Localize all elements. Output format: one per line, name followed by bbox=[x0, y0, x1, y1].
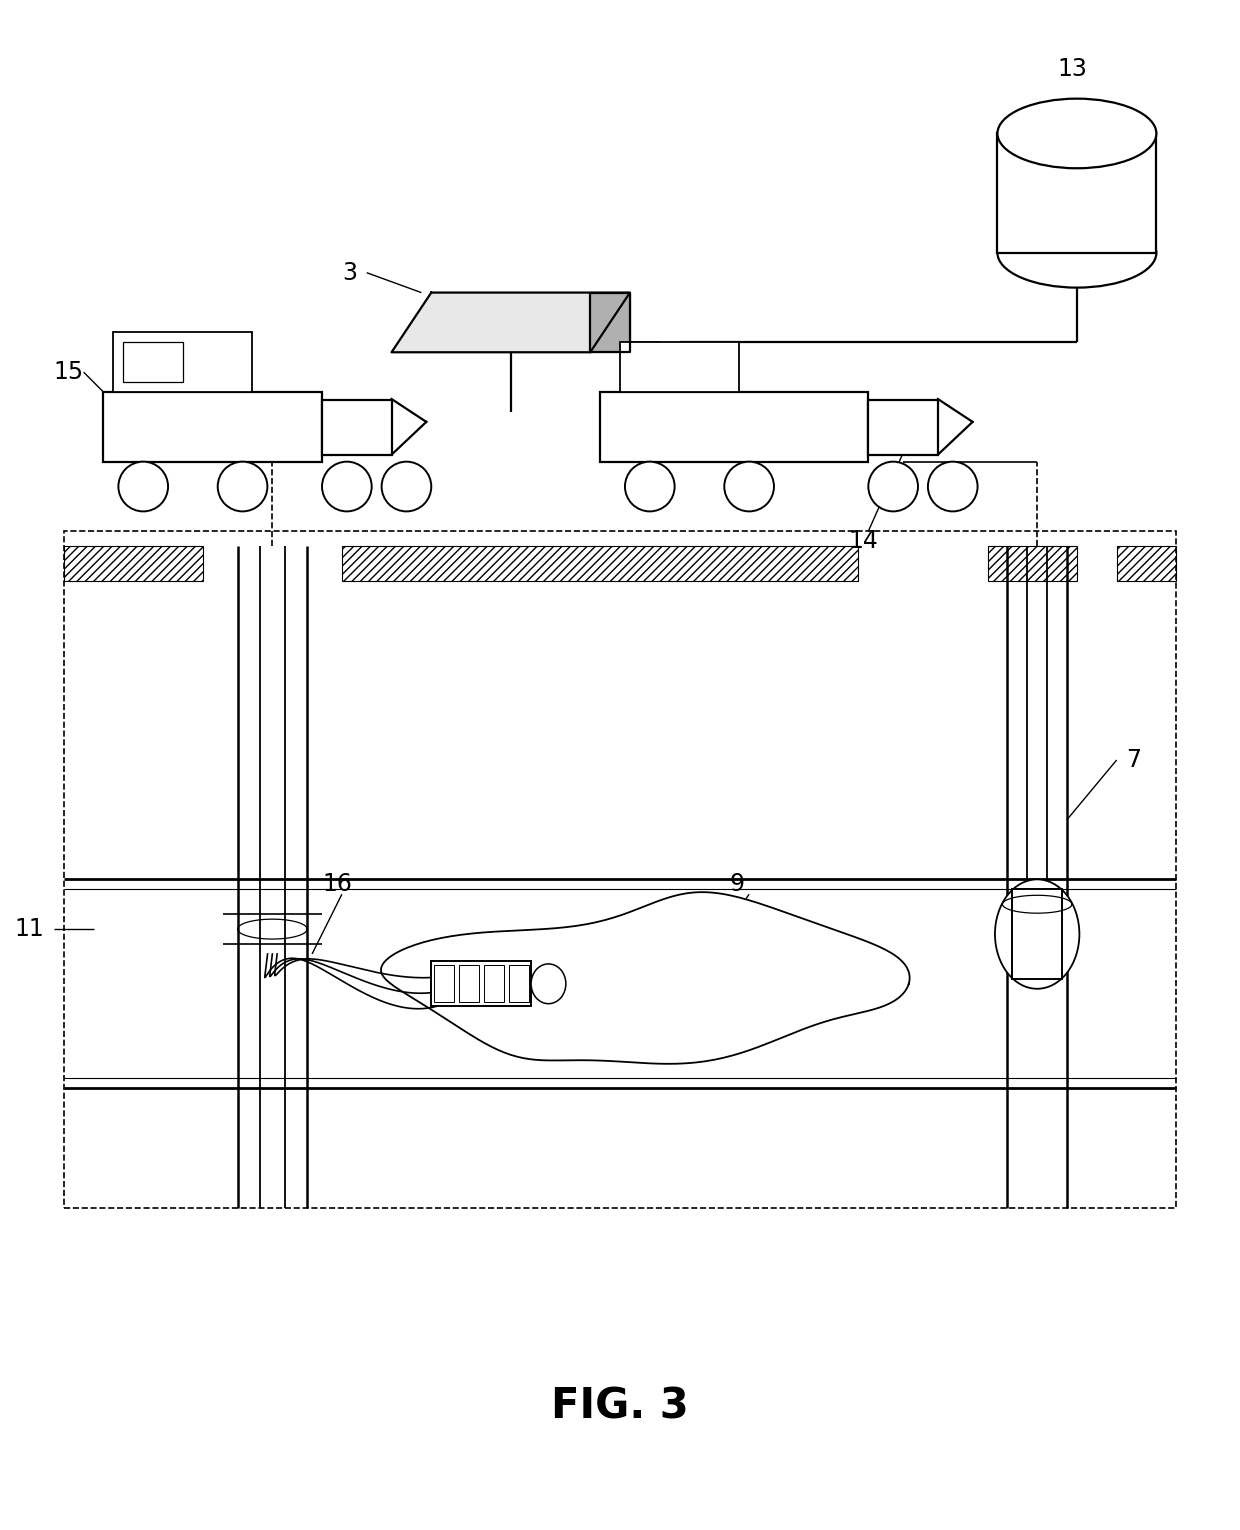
Bar bbox=[868, 399, 937, 454]
Bar bbox=[63, 531, 1177, 1207]
Bar bbox=[103, 392, 322, 462]
Text: 16: 16 bbox=[322, 872, 352, 897]
Bar bbox=[987, 546, 1076, 581]
Text: 7: 7 bbox=[1127, 748, 1142, 773]
Bar bbox=[123, 343, 184, 382]
Ellipse shape bbox=[994, 880, 1079, 988]
Bar bbox=[113, 332, 253, 392]
Bar bbox=[432, 961, 531, 1007]
Bar bbox=[342, 546, 858, 581]
Circle shape bbox=[928, 462, 977, 511]
Bar bbox=[997, 133, 1157, 252]
Text: 13: 13 bbox=[1056, 57, 1087, 81]
Polygon shape bbox=[381, 892, 910, 1063]
Circle shape bbox=[322, 462, 372, 511]
Bar bbox=[1117, 546, 1177, 581]
Ellipse shape bbox=[997, 98, 1157, 168]
Bar bbox=[63, 546, 203, 581]
Text: FIG. 3: FIG. 3 bbox=[551, 1386, 689, 1427]
Bar bbox=[1012, 889, 1061, 979]
Polygon shape bbox=[590, 292, 630, 352]
Text: 14: 14 bbox=[848, 529, 878, 554]
Bar bbox=[434, 965, 454, 1002]
Bar bbox=[322, 399, 392, 454]
Bar bbox=[63, 546, 203, 581]
Circle shape bbox=[118, 462, 169, 511]
Text: 15: 15 bbox=[53, 360, 84, 384]
Bar bbox=[508, 965, 528, 1002]
Bar bbox=[459, 965, 479, 1002]
Circle shape bbox=[382, 462, 432, 511]
Bar bbox=[600, 392, 868, 462]
Text: 3: 3 bbox=[342, 260, 357, 285]
Circle shape bbox=[724, 462, 774, 511]
Bar bbox=[620, 343, 739, 392]
Circle shape bbox=[218, 462, 268, 511]
Text: 11: 11 bbox=[14, 916, 43, 941]
Bar bbox=[987, 546, 1076, 581]
Polygon shape bbox=[392, 292, 630, 352]
Bar bbox=[1117, 546, 1177, 581]
Ellipse shape bbox=[997, 217, 1157, 288]
Text: 9: 9 bbox=[729, 872, 744, 897]
Ellipse shape bbox=[531, 964, 565, 1004]
Circle shape bbox=[625, 462, 675, 511]
Bar bbox=[342, 546, 858, 581]
Circle shape bbox=[868, 462, 918, 511]
Bar bbox=[484, 965, 503, 1002]
